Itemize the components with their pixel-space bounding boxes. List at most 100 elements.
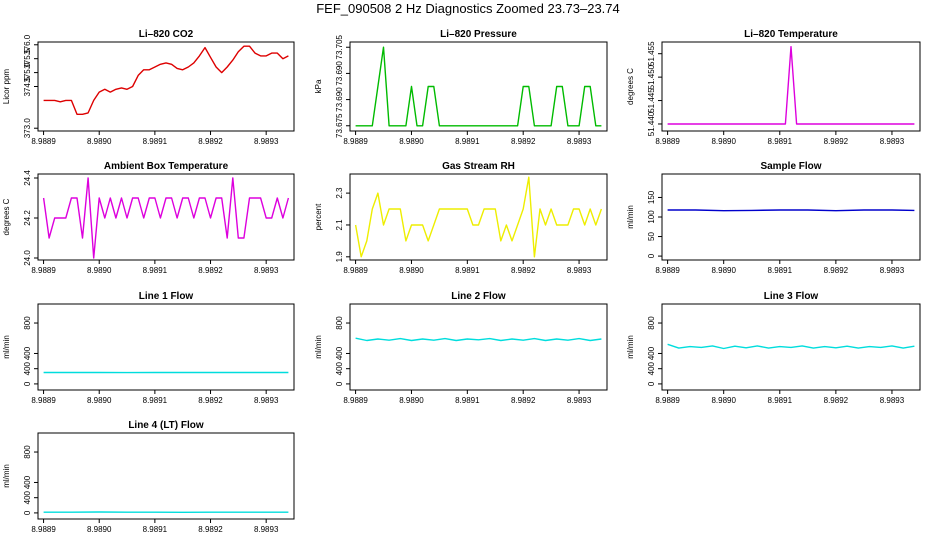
x-tick-label: 8.9892 [824,137,849,146]
x-tick-label: 8.9890 [87,525,112,534]
y-axis-label: ml/min [314,335,323,359]
figure-title: FEF_090508 2 Hz Diagnostics Zoomed 23.73… [316,1,620,16]
y-tick-label: 73.690 [335,61,344,86]
y-axis-label: degrees C [2,198,11,235]
y-tick-label: 400 [335,361,344,375]
plot-frame [349,173,608,261]
x-tick-label: 8.9889 [343,137,368,146]
plot-frame [661,173,921,261]
x-tick-label: 8.9892 [824,266,849,275]
x-tick-label: 8.9889 [655,396,680,405]
x-tick-label: 8.9889 [31,396,56,405]
x-tick-label: 8.9891 [455,396,480,405]
y-tick-label: 50 [647,232,656,241]
series-line [43,45,289,116]
y-tick-label: 400 [647,346,656,360]
x-tick-label: 8.9889 [31,137,56,146]
panel-title: Li–820 Temperature [744,29,838,40]
panel-title: Ambient Box Temperature [104,161,229,172]
panel-9: Line 3 Flow ml/min 8.9889 8.9890 8.9891 8.989… [626,291,921,405]
y-tick-label: 376.0 [23,34,32,55]
y-tick-label: 24.4 [23,170,32,186]
x-tick-label: 8.9890 [399,266,424,275]
x-tick-label: 8.9892 [198,525,223,534]
y-tick-label: 800 [647,316,656,330]
x-tick-label: 8.9890 [87,396,112,405]
y-tick-label: 2.1 [335,219,344,231]
plot-frame [349,41,608,132]
x-tick-label: 8.9891 [768,266,793,275]
panel-title: Line 1 Flow [139,291,194,302]
x-tick-label: 8.9890 [711,266,736,275]
x-tick-label: 8.9889 [655,266,680,275]
y-axis-label: ml/min [626,205,635,229]
y-tick-label: 400 [23,346,32,360]
panel-8: Line 2 Flow ml/min 8.9889 8.9890 8.9891 8.989… [314,291,608,405]
y-tick-label: 51.440 [647,111,656,136]
y-tick-label: 73.690 [335,87,344,112]
plot-frame [661,41,921,132]
plot-frame [37,303,295,391]
y-tick-label: 100 [647,210,656,224]
y-tick-label: 0 [23,381,32,386]
panel-6: Sample Flow ml/min 8.9889 8.9890 8.9891 8.989… [626,161,921,275]
x-tick-label: 8.9891 [143,266,168,275]
y-tick-label: 73.705 [335,34,344,59]
plot-frame [37,41,295,132]
x-tick-label: 8.9892 [511,266,536,275]
y-tick-label: 150 [647,190,656,204]
series-line [355,46,602,127]
x-tick-label: 8.9893 [254,396,279,405]
x-tick-label: 8.9891 [143,396,168,405]
y-tick-label: 800 [23,316,32,330]
y-tick-label: 1.9 [335,251,344,263]
y-tick-label: 400 [23,490,32,504]
y-tick-label: 0 [647,253,656,258]
x-tick-label: 8.9892 [198,137,223,146]
y-axis-label: percent [314,203,323,230]
panel-title: Li–820 Pressure [440,29,517,40]
y-tick-label: 400 [647,361,656,375]
x-tick-label: 8.9891 [455,137,480,146]
y-tick-label: 375.0 [23,62,32,83]
y-tick-label: 375.5 [23,48,32,69]
series-line [667,343,915,350]
x-tick-label: 8.9892 [198,396,223,405]
y-tick-label: 0 [647,381,656,386]
panel-title: Line 2 Flow [451,291,506,302]
y-axis-label: ml/min [626,335,635,359]
x-tick-label: 8.9893 [254,266,279,275]
series-line [667,209,915,212]
x-tick-label: 8.9889 [31,266,56,275]
x-tick-label: 8.9890 [711,137,736,146]
x-tick-label: 8.9890 [399,396,424,405]
y-tick-label: 0 [23,510,32,515]
y-axis-label: ml/min [2,335,11,359]
panel-1: Li–820 CO2 Licor ppm 8.9889 8.9890 8.9891 8.9… [2,29,295,146]
panel-title: Li–820 CO2 [139,29,194,40]
panel-title: Gas Stream RH [442,161,515,172]
x-tick-label: 8.9893 [567,396,592,405]
panel-5: Gas Stream RH percent 8.9889 8.9890 8.9891 8.… [314,161,608,275]
x-tick-label: 8.9892 [198,266,223,275]
y-tick-label: 24.2 [23,210,32,226]
x-tick-label: 8.9890 [711,396,736,405]
y-tick-label: 24.0 [23,250,32,266]
y-tick-label: 51.455 [647,41,656,66]
y-tick-label: 800 [23,445,32,459]
x-tick-label: 8.9891 [455,266,480,275]
series-line [42,177,290,259]
panel-10: Line 4 (LT) Flow ml/min 8.9889 8.9890 8.9891… [2,420,295,534]
panel-7: Line 1 Flow ml/min 8.9889 8.9890 8.9891 8.989… [2,291,295,405]
y-tick-label: 2.3 [335,187,344,199]
plot-frame [661,303,921,391]
y-tick-label: 400 [335,346,344,360]
x-tick-label: 8.9893 [880,266,905,275]
x-tick-label: 8.9893 [567,266,592,275]
x-tick-label: 8.9889 [343,266,368,275]
x-tick-label: 8.9890 [87,266,112,275]
panel-3: Li–820 Temperature degrees C 8.9889 8.9890 8… [626,29,921,146]
series-line [354,176,603,258]
x-tick-label: 8.9891 [768,137,793,146]
x-tick-label: 8.9892 [824,396,849,405]
